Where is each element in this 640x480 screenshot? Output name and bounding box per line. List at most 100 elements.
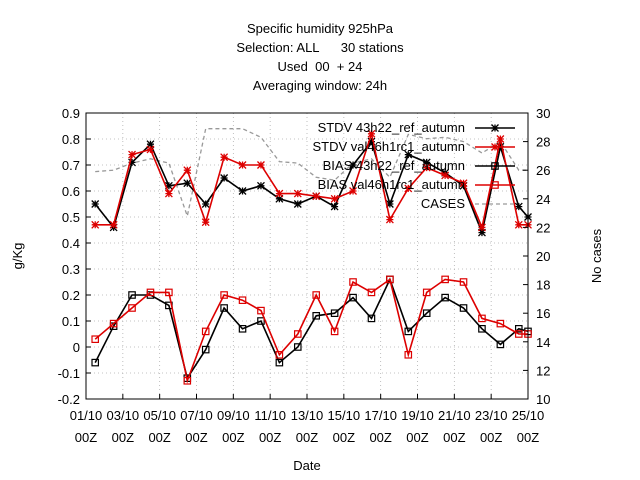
data-point-star [164,181,173,190]
data-point-square [109,319,118,328]
x-tick-label-hour: 00Z [333,430,355,445]
data-point-star [477,228,486,237]
data-point-square [496,319,505,328]
series-line [94,277,529,381]
data-point-square [293,330,302,338]
data-point-star [164,189,173,198]
y-tick-label: 0.6 [62,184,80,199]
plot-frame [85,112,529,400]
x-tick-label-hour: 00Z [75,430,97,445]
x-tick-label-hour: 00Z [406,430,428,445]
x-tick-label: 19/10 [401,408,434,423]
x-tick-label-hour: 00Z [296,430,318,445]
x-tick-label-hour: 00Z [112,430,134,445]
data-point-square [275,351,284,359]
data-point-square [312,291,321,299]
y-tick-label: 0.9 [62,106,80,121]
data-point-star [238,161,247,169]
y-tick-label: 0.2 [62,288,80,303]
data-point-square [349,278,357,286]
data-point-square [514,325,523,333]
data-point-star [91,220,100,229]
x-tick-label: 05/10 [143,408,176,423]
x-tick-label: 01/10 [70,408,103,423]
data-point-square [91,335,100,344]
data-point-square [491,162,499,170]
series-line [95,128,528,219]
y2-tick-label: 16 [536,306,550,321]
data-point-star [404,150,413,159]
x-tick-label: 17/10 [364,408,397,423]
data-point-star [256,161,265,169]
y-tick-label: 0 [73,340,80,355]
data-point-star [201,218,210,227]
legend-label: BIAS 43h22_ref_autumn [323,158,465,173]
data-point-square [238,296,247,305]
y-tick-label: 0.4 [62,236,80,251]
y-axis-label: g/Kg [10,243,25,270]
title-line: Specific humidity 925hPa [247,21,394,36]
data-point-star [293,189,302,198]
data-point-star [459,179,468,188]
data-point-square [496,340,505,349]
data-point-star [349,161,358,169]
data-point-star [367,137,376,146]
x-tick-label-hour: 00Z [517,430,539,445]
x-tick-label: 09/10 [217,408,250,423]
title-line: Selection: ALL 30 stations [236,40,404,55]
data-series [91,128,532,385]
title-line: Used 00 + 24 [278,59,363,74]
data-point-square [312,312,321,320]
y-tick-label: 0.8 [62,132,80,147]
data-point-square [491,181,499,189]
data-point-square [441,293,449,302]
data-point-square [422,309,431,318]
data-point-star [275,189,284,198]
chart-title: Specific humidity 925hPa Selection: ALL 3… [236,21,404,93]
y-tick-label: -0.2 [58,392,80,407]
y2-tick-label: 28 [536,135,550,150]
data-point-square [514,330,523,338]
data-point-star [220,153,229,162]
data-point-square [257,306,265,315]
data-point-star [146,145,155,154]
data-point-square [349,293,357,302]
data-point-square [330,327,339,336]
y2-axis-label: No cases [589,228,604,283]
y2-tick-label: 26 [536,163,550,178]
data-point-star [349,187,358,195]
data-point-star [146,140,155,149]
data-point-square [478,325,486,333]
data-point-star [491,143,499,151]
x-tick-label: 07/10 [180,408,213,423]
data-point-star [330,194,339,203]
data-point-star [514,220,523,229]
x-tick-label-hour: 00Z [185,430,207,445]
data-point-square [404,327,413,336]
x-tick-label-hour: 00Z [222,430,244,445]
axes: -0.2 -0.1 0 0.1 0.2 0.3 0.4 0.5 0.6 0.7 0.8 0.9 10 12… [58,106,551,445]
data-point-star [238,187,247,195]
data-point-square [404,351,413,359]
data-point-square [146,288,155,297]
legend-label: BIAS val46h1rc1_autumn [318,177,465,192]
y-tick-label: 0.1 [62,314,80,329]
data-point-square [422,288,431,297]
data-point-square [257,317,265,325]
y2-tick-label: 20 [536,249,550,264]
data-point-star [128,150,137,159]
data-point-star [477,223,486,232]
data-point-star [109,220,118,229]
data-point-square [459,278,468,286]
legend-label: STDV val46h1rc1_autumn [313,139,465,154]
data-point-square [91,358,100,367]
data-point-square [441,275,449,284]
legend: STDV 43h22_ref_autumn STDV val46h1rc1_aut… [313,120,515,211]
x-tick-label: 15/10 [328,408,361,423]
y2-tick-label: 22 [536,220,550,235]
y-tick-label: -0.1 [58,366,80,381]
data-point-star [293,200,302,208]
data-point-star [491,124,499,132]
x-tick-label: 23/10 [475,408,508,423]
data-point-star [496,135,505,143]
